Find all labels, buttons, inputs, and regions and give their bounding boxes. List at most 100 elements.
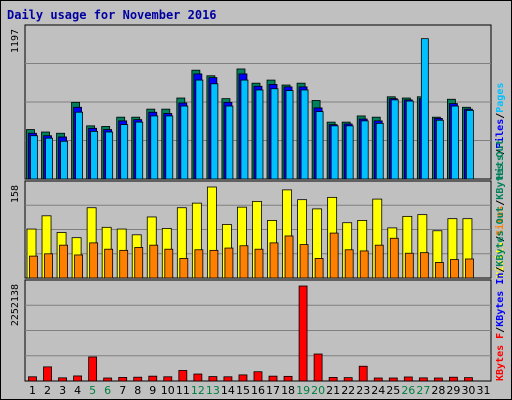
x-tick-label-day: 6: [104, 384, 111, 397]
x-tick-label-day: 16: [251, 384, 265, 397]
legend-entry: Pages: [495, 83, 506, 113]
bar-pages: [225, 105, 234, 180]
bar-sites: [224, 247, 234, 279]
bar-kbytes-f: [208, 376, 218, 382]
legend-entry: Hits: [494, 155, 506, 179]
x-tick-label-day: 18: [281, 384, 295, 397]
x-tick-label-day: 17: [266, 384, 280, 397]
x-tick-label-day: 9: [149, 384, 156, 397]
x-tick-label-day: 14: [221, 384, 235, 397]
bar-sites: [299, 244, 309, 279]
x-tick-label-day: 7: [119, 384, 126, 397]
bar-pages: [135, 121, 144, 180]
bar-sites: [329, 232, 339, 279]
bar-kbytes-f: [449, 376, 458, 382]
bar-kbytes-f: [313, 353, 323, 382]
bar-kbytes-f: [178, 370, 188, 382]
x-tick-label-day: 15: [236, 384, 250, 397]
x-tick-label-day: 30: [461, 384, 475, 397]
bar-sites: [314, 258, 324, 279]
x-tick-label-day: 11: [176, 384, 190, 397]
bar-kbytes-f: [268, 375, 278, 382]
bar-pages: [420, 38, 429, 180]
bar-kbytes-f: [298, 285, 308, 382]
legend-visits: Visits/Sites/KBytes Out: [494, 139, 506, 278]
x-tick-label-day: 12: [191, 384, 205, 397]
x-tick-label-day: 4: [74, 384, 81, 397]
bar-sites: [194, 249, 204, 279]
legend-entry: KBytes Out: [495, 139, 506, 199]
legend-entry: /: [495, 200, 506, 206]
x-tick-label-day: 29: [446, 384, 460, 397]
bar-pages: [405, 100, 414, 180]
bar-pages: [451, 105, 459, 180]
y-axis-max-label-kbytes: 2252138: [10, 284, 21, 326]
bar-sites: [74, 254, 83, 279]
x-tick-label-day: 25: [386, 384, 400, 397]
legend-entry: Files: [494, 119, 506, 149]
bar-pages: [105, 131, 114, 180]
x-tick-label-day: 8: [134, 384, 141, 397]
x-tick-label-day: 20: [311, 384, 325, 397]
bar-sites: [254, 248, 264, 279]
x-tick-label-day: 10: [161, 384, 175, 397]
bar-kbytes-f: [43, 366, 52, 382]
bar-kbytes-f: [73, 375, 82, 382]
legend-hits: Hits/Files/Pages: [494, 83, 506, 179]
bar-kbytes-f: [253, 371, 263, 382]
bar-sites: [389, 237, 399, 279]
bar-sites: [434, 262, 444, 279]
bar-sites: [359, 250, 369, 279]
x-tick-label-day: 5: [89, 384, 96, 397]
bar-pages: [30, 135, 38, 180]
bar-sites: [134, 247, 144, 279]
bar-kbytes-f: [58, 377, 67, 382]
legend-entry: KBytes Out: [495, 206, 506, 266]
legend-entry: Visits: [494, 242, 506, 278]
bar-kbytes-f: [28, 376, 37, 382]
bar-kbytes-f: [238, 374, 248, 382]
bar-pages: [195, 79, 204, 180]
bar-pages: [285, 90, 294, 180]
bar-kbytes-f: [433, 377, 443, 382]
bar-sites: [450, 259, 459, 279]
bar-kbytes-f: [418, 377, 428, 382]
bar-pages: [255, 89, 264, 180]
bar-pages: [150, 115, 159, 180]
bar-sites: [119, 249, 129, 279]
bar-pages: [240, 79, 249, 180]
bar-sites: [465, 258, 474, 279]
bar-sites: [59, 244, 68, 279]
bar-sites: [209, 249, 219, 279]
x-tick-label-day: 2: [44, 384, 51, 397]
legend-entry: /: [495, 267, 506, 273]
bar-sites: [419, 252, 429, 279]
bar-pages: [75, 111, 83, 180]
bar-kbytes-f: [373, 377, 383, 382]
x-tick-label-day: 19: [296, 384, 310, 397]
x-tick-label-day: 26: [401, 384, 415, 397]
bar-pages: [180, 105, 189, 180]
x-tick-label-day: 3: [59, 384, 66, 397]
legend-entry: Sites: [494, 206, 506, 236]
x-tick-label-day: 1: [29, 384, 36, 397]
bar-kbytes-f: [328, 377, 338, 382]
bar-kbytes-f: [148, 375, 158, 382]
bar-sites: [149, 244, 159, 279]
legend-entry: /: [495, 149, 506, 155]
chart-title: Daily usage for November 2016: [7, 8, 217, 22]
x-tick-label-day: 23: [356, 384, 370, 397]
bar-pages: [60, 140, 68, 180]
bar-pages: [300, 89, 309, 180]
bar-kbytes-f: [88, 356, 98, 382]
bar-kbytes-f: [223, 376, 233, 382]
bar-sites: [269, 242, 279, 279]
bar-kbytes-f: [358, 365, 368, 382]
bar-kbytes-f: [103, 377, 113, 382]
bar-pages: [165, 115, 174, 180]
bar-pages: [390, 99, 399, 180]
legend-entry: /: [495, 236, 506, 242]
bar-sites: [29, 255, 38, 279]
bar-pages: [270, 88, 279, 180]
